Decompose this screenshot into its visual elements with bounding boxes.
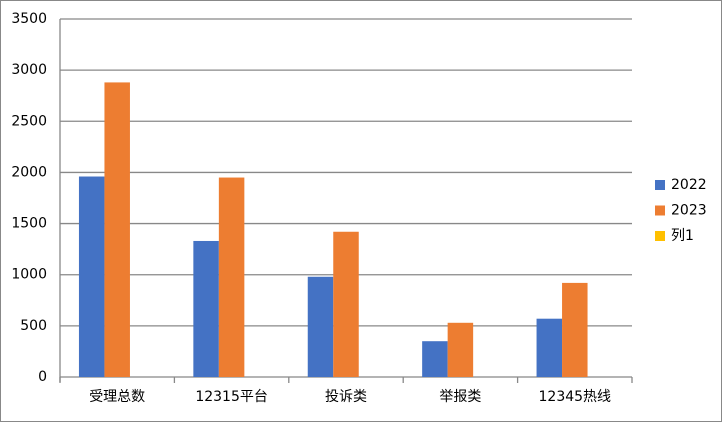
legend-swatch [655, 205, 665, 216]
y-tick-label: 2500 [11, 113, 47, 129]
y-tick-label: 0 [38, 369, 47, 385]
legend-swatch [655, 180, 665, 190]
x-tick-label: 举报类 [439, 389, 481, 405]
y-tick-label: 500 [20, 318, 47, 334]
x-tick-label: 受理总数 [89, 389, 145, 405]
bar [447, 322, 474, 377]
bar [104, 82, 130, 377]
y-tick-label: 3500 [11, 11, 47, 27]
y-tick-label: 3000 [11, 62, 47, 78]
bar [536, 318, 563, 377]
x-tick-label: 12345热线 [539, 389, 612, 405]
bar [218, 177, 245, 377]
bar [78, 176, 105, 377]
bar [333, 231, 359, 377]
y-tick-label: 1000 [11, 267, 47, 283]
bar [193, 240, 219, 377]
x-tick-label: 12315平台 [195, 389, 268, 405]
y-tick-label: 1500 [11, 216, 47, 232]
legend-swatch [655, 231, 665, 241]
x-tick-label: 投诉类 [325, 389, 367, 405]
legend-label: 列1 [671, 228, 694, 244]
y-tick-label: 2000 [11, 164, 47, 180]
bar [307, 276, 334, 377]
legend-label: 2022 [671, 177, 707, 193]
bar [562, 282, 588, 377]
legend-label: 2023 [671, 203, 707, 219]
bar [422, 341, 448, 377]
